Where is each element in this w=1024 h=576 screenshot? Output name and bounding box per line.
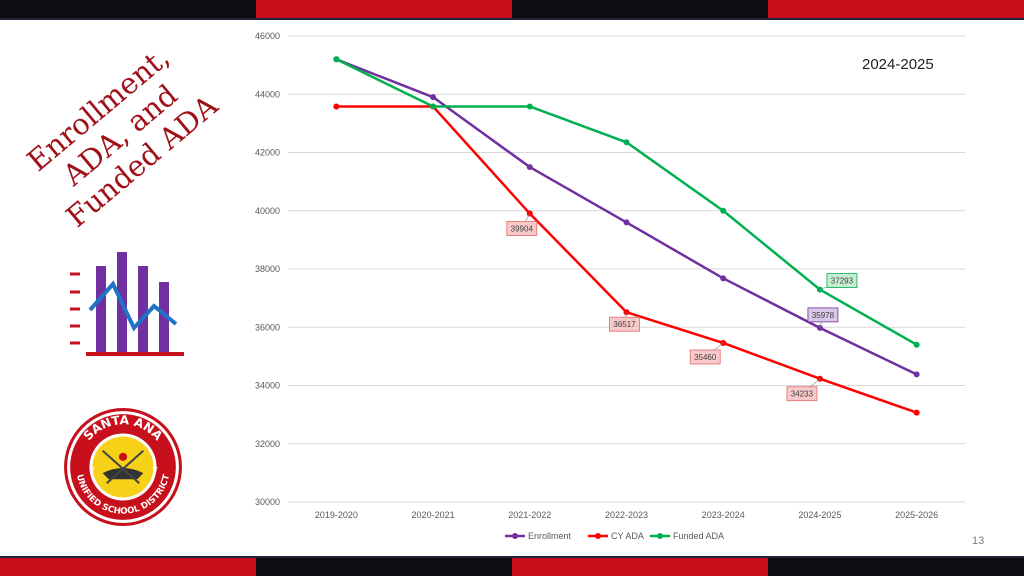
data-label-box [506,221,538,236]
x-tick-label: 2019-2020 [315,510,358,520]
y-tick-label: 46000 [255,31,280,41]
data-label: 36517 [613,320,636,329]
x-tick-label: 2021-2022 [508,510,551,520]
data-point [526,103,533,110]
district-seal-logo: SANTA ANA UNIFIED SCHOOL DISTRICT ★ ★ [64,408,182,526]
data-point [720,207,727,214]
data-point [720,275,727,282]
page-number: 13 [972,535,985,547]
data-label-box [609,316,640,332]
x-tick-label: 2020-2021 [412,510,455,520]
y-tick-label: 38000 [255,264,280,274]
legend-label: Funded ADA [673,531,724,541]
legend-label: Enrollment [528,531,572,541]
data-point [333,56,340,63]
data-point [333,103,340,110]
bar-line-chart-icon [70,252,184,356]
y-tick-label: 34000 [255,381,280,391]
data-point [913,409,920,416]
data-label: 35460 [694,353,717,362]
data-point [430,103,437,110]
year-label: 2024-2025 [862,56,934,73]
data-point [623,139,630,146]
data-label: 39904 [511,225,534,234]
x-tick-label: 2024-2025 [798,510,841,520]
y-tick-label: 32000 [255,439,280,449]
bottom-color-band [0,556,1024,576]
legend-marker [657,533,663,539]
data-label: 37293 [831,277,854,286]
data-label: 34233 [791,390,814,399]
x-tick-label: 2025-2026 [895,510,938,520]
data-label: 35978 [812,311,835,320]
svg-text:★: ★ [151,464,158,473]
legend-marker [595,533,601,539]
legend-marker [512,533,518,539]
data-label-box [807,307,839,323]
y-tick-label: 44000 [255,89,280,99]
series-line-funded-ada [335,58,918,346]
y-tick-label: 40000 [255,206,280,216]
data-point [913,371,920,378]
data-point [526,164,533,171]
data-label-box [826,273,858,288]
x-tick-label: 2022-2023 [605,510,648,520]
data-label-box [786,386,818,402]
data-point [623,219,630,226]
x-tick-label: 2023-2024 [702,510,745,520]
legend-label: CY ADA [611,531,644,541]
svg-text:★: ★ [88,464,95,473]
data-point [913,341,920,348]
data-point [430,94,437,101]
data-label-box [689,349,721,365]
y-tick-label: 30000 [255,497,280,507]
y-tick-label: 36000 [255,322,280,332]
y-tick-label: 42000 [255,148,280,158]
top-color-band [0,0,1024,20]
